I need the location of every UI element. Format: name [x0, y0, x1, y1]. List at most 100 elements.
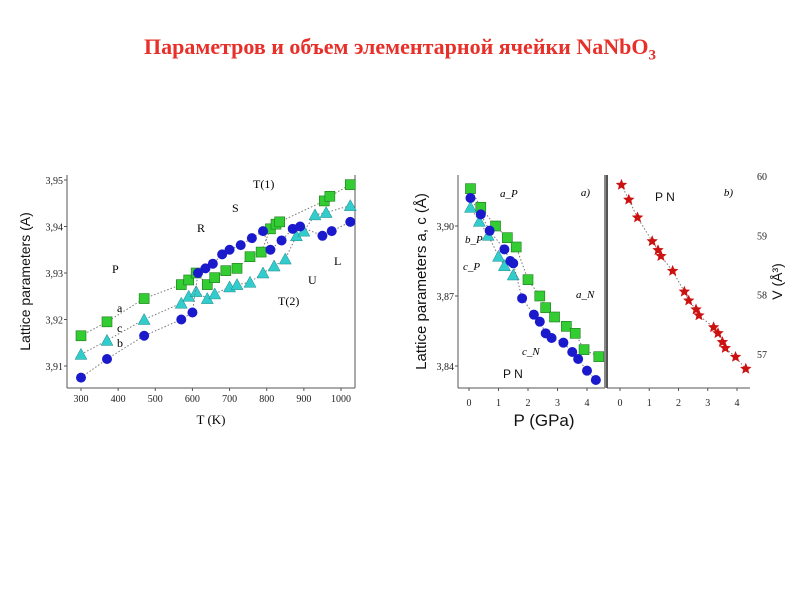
x-tick-label: 600 [185, 394, 200, 405]
annotation-label: b [117, 336, 123, 350]
data-point-a [244, 251, 256, 263]
data-point-c [74, 347, 88, 360]
data-point-c [308, 208, 322, 221]
data-point-b [176, 314, 187, 325]
y-tick-label: 58 [757, 291, 767, 302]
data-point-a [561, 321, 572, 332]
data-point-c [506, 268, 520, 281]
series-line-a [80, 184, 351, 337]
data-point-a [183, 274, 195, 286]
data-point-c [267, 259, 281, 272]
series-line-b [80, 221, 351, 379]
y-tick-label: 3,94 [46, 223, 64, 234]
data-point-c [492, 249, 505, 262]
data-point-c [319, 206, 333, 218]
data-point-c [189, 285, 203, 297]
data-point-b [475, 209, 486, 220]
data-point-a [522, 274, 534, 285]
data-point-b [499, 244, 510, 255]
data-point-b [265, 244, 276, 255]
data-point-b [200, 263, 211, 274]
data-point-b [317, 230, 328, 241]
data-point-b [102, 354, 112, 365]
annotation-label: R [197, 221, 205, 235]
data-point-a [569, 328, 581, 339]
data-point-a [540, 302, 552, 313]
y-axis-label: V (Å³) [769, 263, 785, 300]
data-point-V [646, 235, 658, 247]
data-point-V [615, 178, 628, 190]
data-point-b [276, 235, 287, 246]
data-point-b [573, 354, 584, 364]
data-point-V [719, 342, 731, 353]
data-point-a [220, 265, 232, 276]
data-point-V [729, 351, 742, 362]
x-tick-label: 4 [735, 398, 740, 409]
data-point-b [534, 316, 545, 327]
data-point-b [193, 268, 203, 278]
x-tick-label: 2 [676, 398, 681, 409]
y-axis-label: Lattice parameters (A) [17, 212, 33, 351]
annotation-label: c_N [522, 346, 540, 358]
data-point-b [484, 225, 495, 236]
data-point-b [345, 216, 356, 227]
data-point-V [678, 285, 691, 297]
data-point-b [217, 249, 228, 260]
data-point-b [567, 347, 578, 357]
data-point-a [201, 279, 213, 290]
data-point-a [209, 272, 221, 283]
data-point-b [558, 337, 569, 348]
data-point-a [534, 290, 546, 302]
data-point-a [255, 246, 267, 258]
data-point-a [231, 263, 243, 274]
data-point-a [549, 311, 560, 323]
data-point-a [465, 183, 476, 194]
data-point-V [693, 309, 705, 321]
data-point-c [278, 252, 292, 265]
data-point-c [208, 287, 222, 300]
y-tick-label: 3,91 [46, 362, 64, 373]
data-point-c [343, 199, 357, 211]
x-tick-label: 1 [496, 398, 501, 409]
data-point-b [258, 226, 268, 237]
x-tick-label: 0 [618, 398, 623, 409]
x-tick-label: 4 [585, 398, 590, 409]
data-point-a [274, 216, 286, 228]
data-point-V [631, 211, 644, 223]
series-line-V [621, 184, 747, 370]
data-point-b [465, 193, 476, 203]
data-point-b [235, 240, 246, 251]
data-point-a [593, 351, 605, 362]
title-subscript: 3 [648, 47, 656, 64]
data-point-b [546, 333, 557, 343]
annotation-label: P N [503, 367, 523, 381]
panel-label: b) [724, 187, 734, 199]
data-point-b [295, 221, 306, 232]
y-tick-label: 3,87 [437, 292, 455, 303]
x-tick-label: 1 [647, 398, 652, 409]
data-point-V [666, 264, 679, 276]
data-point-c [243, 275, 257, 288]
annotation-label: a_P [500, 188, 518, 200]
data-point-b [528, 309, 539, 320]
x-tick-label: 300 [74, 394, 89, 405]
data-point-b [224, 244, 235, 255]
data-point-b [207, 258, 218, 269]
data-point-b [582, 365, 592, 376]
data-point-V [707, 321, 720, 333]
y-tick-label: 59 [757, 231, 767, 242]
y-tick-label: 3,95 [46, 176, 64, 187]
data-point-a [138, 293, 150, 304]
y-tick-label: 60 [757, 172, 767, 183]
annotation-label: L [334, 254, 341, 268]
x-tick-label: 2 [526, 398, 531, 409]
data-point-c [174, 296, 188, 309]
y-tick-label: 3,84 [437, 362, 455, 373]
data-point-a [75, 330, 87, 342]
data-point-a [578, 344, 590, 355]
data-point-b [508, 258, 519, 269]
x-tick-label: 3 [705, 398, 710, 409]
data-point-c [137, 312, 151, 325]
y-tick-label: 3,93 [46, 269, 64, 280]
